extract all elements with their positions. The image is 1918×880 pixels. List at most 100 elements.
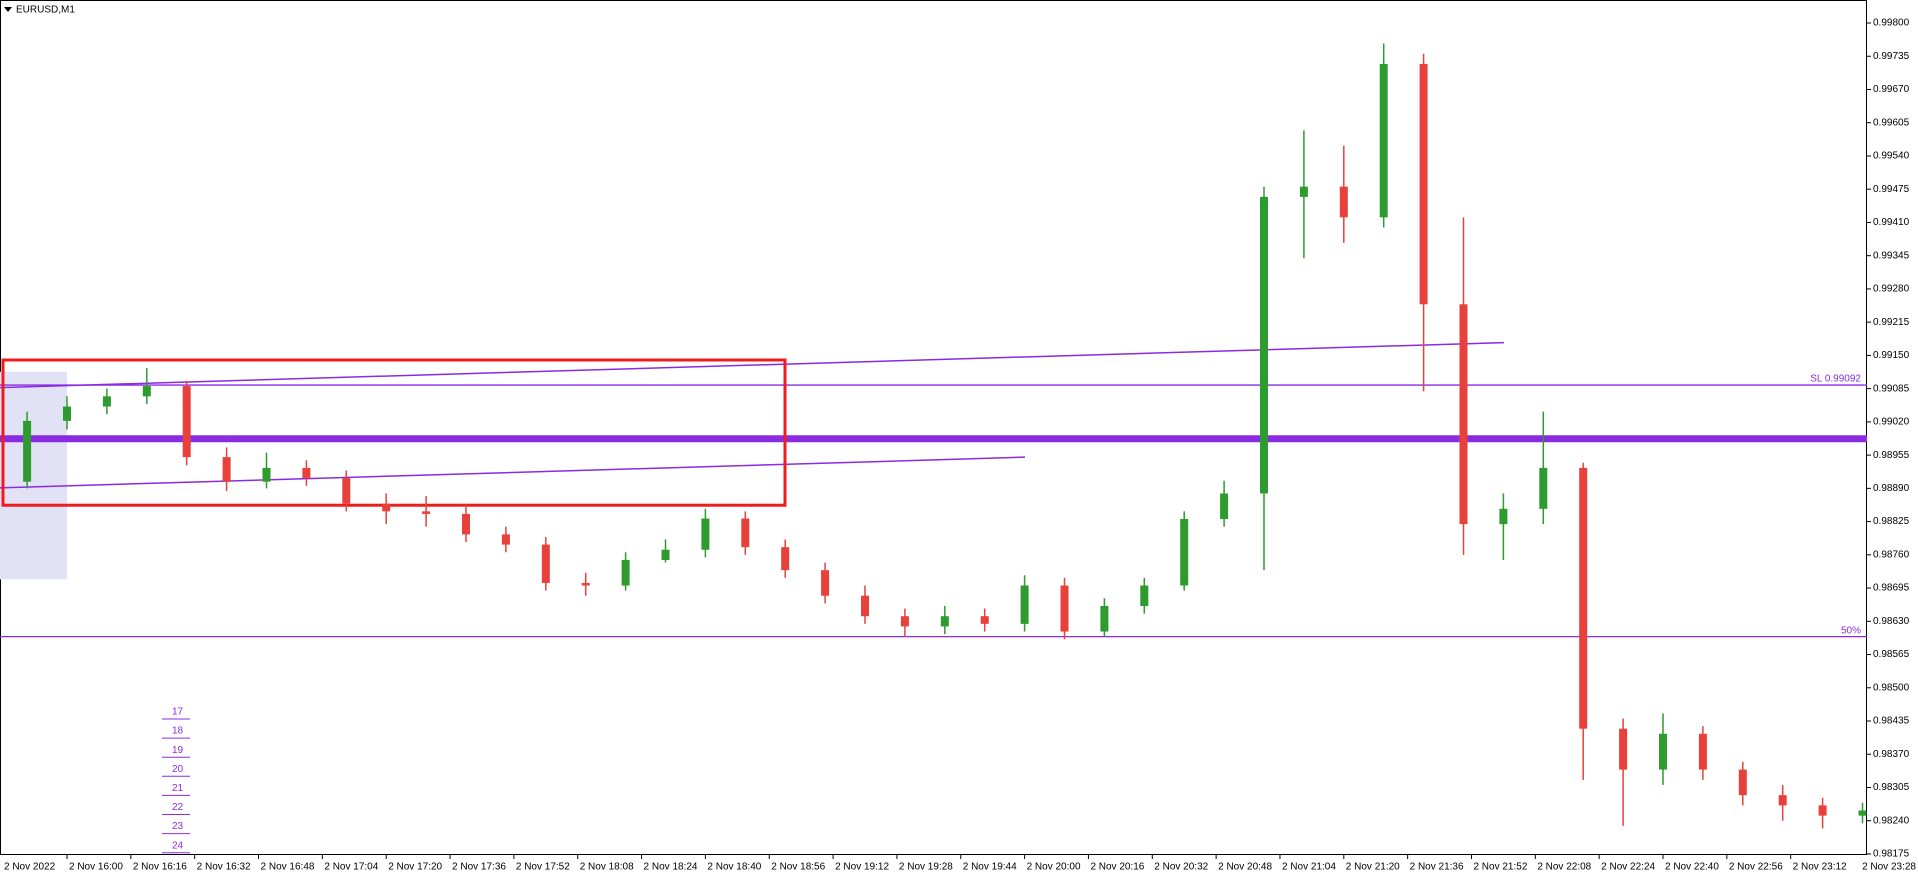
y-tick-label: 0.99735	[1873, 51, 1910, 62]
x-tick-label: 2 Nov 22:08	[1537, 862, 1591, 873]
candle-body	[422, 511, 431, 514]
zone	[0, 371, 67, 580]
y-tick-label: 0.99605	[1873, 117, 1910, 128]
y-tick-label: 0.99670	[1873, 84, 1910, 95]
candle-body	[1659, 733, 1667, 770]
candle-body	[861, 595, 869, 617]
x-tick-label: 2 Nov 22:40	[1665, 862, 1719, 873]
candle-body	[1539, 467, 1548, 509]
x-tick-label: 2 Nov 23:12	[1793, 862, 1847, 873]
x-tick-label: 2 Nov 16:32	[197, 862, 251, 873]
trend-line	[0, 341, 1505, 389]
x-tick-label: 2 Nov 16:16	[133, 862, 187, 873]
y-tick-label: 0.98435	[1873, 716, 1910, 727]
candle-body	[701, 518, 710, 550]
x-tick-label: 2 Nov 18:56	[771, 862, 825, 873]
candle-body	[1818, 805, 1827, 816]
candle-body	[900, 616, 909, 627]
x-tick-label: 2 Nov 20:16	[1090, 862, 1144, 873]
y-tick-label: 0.99215	[1873, 317, 1910, 328]
x-tick-label: 2 Nov 21:36	[1410, 862, 1464, 873]
candle-body	[1419, 63, 1428, 305]
candle-body	[1339, 186, 1348, 218]
y-tick-label: 0.98630	[1873, 616, 1910, 627]
candle-body	[1778, 795, 1787, 806]
x-tick-label: 2 Nov 17:52	[516, 862, 570, 873]
y-tick-label: 0.98370	[1873, 749, 1910, 760]
range-box	[1, 358, 787, 507]
candle-body	[142, 386, 151, 397]
candle-body	[501, 534, 510, 545]
candle-body	[1140, 585, 1149, 606]
y-tick-label: 0.99280	[1873, 284, 1910, 295]
menu-triangle[interactable]	[4, 7, 12, 12]
y-tick-label: 0.98890	[1873, 483, 1910, 494]
annotation-label: 22	[172, 802, 184, 813]
y-tick-label: 0.99020	[1873, 417, 1910, 428]
candle-body	[63, 406, 71, 421]
y-tick-label: 0.99150	[1873, 350, 1910, 361]
candle-body	[621, 559, 630, 586]
x-tick-label: 2 Nov 2022	[4, 862, 56, 873]
annotation-label: 19	[172, 745, 184, 756]
plot-frame	[0, 0, 1867, 855]
x-tick-label: 2 Nov 18:08	[580, 862, 634, 873]
candle-body	[1459, 304, 1468, 525]
annotation-label: 17	[172, 707, 184, 718]
level-label: 50%	[1841, 625, 1861, 636]
x-tick-label: 2 Nov 22:56	[1729, 862, 1783, 873]
x-tick-label: 2 Nov 21:04	[1282, 862, 1336, 873]
candle-body	[462, 513, 470, 535]
candle-body	[382, 503, 391, 512]
x-tick-label: 2 Nov 17:20	[388, 862, 442, 873]
y-tick-label: 0.98240	[1873, 815, 1910, 826]
x-tick-label: 2 Nov 16:48	[261, 862, 315, 873]
candle-body	[222, 457, 231, 482]
candle-body	[1698, 733, 1707, 770]
y-tick-label: 0.98500	[1873, 682, 1910, 693]
x-tick-label: 2 Nov 19:12	[835, 862, 889, 873]
x-tick-label: 2 Nov 19:28	[899, 862, 953, 873]
x-tick-label: 2 Nov 20:32	[1154, 862, 1208, 873]
candle-body	[1738, 769, 1747, 796]
y-tick-label: 0.99410	[1873, 217, 1910, 228]
candle-body	[1299, 186, 1308, 197]
x-tick-label: 2 Nov 18:40	[707, 862, 761, 873]
candle-body	[781, 547, 790, 571]
y-tick-label: 0.98955	[1873, 450, 1910, 461]
y-tick-label: 0.98695	[1873, 583, 1910, 594]
candle-body	[342, 478, 351, 504]
y-tick-label: 0.99345	[1873, 250, 1910, 261]
x-tick-label: 2 Nov 18:24	[644, 862, 698, 873]
candle-body	[262, 467, 271, 482]
y-tick-label: 0.99475	[1873, 184, 1910, 195]
chart-title: EURUSD,M1	[16, 5, 75, 16]
candle-body	[1579, 467, 1588, 729]
candle-body	[302, 467, 311, 479]
y-tick-label: 0.99540	[1873, 151, 1910, 162]
candle-body	[1060, 585, 1069, 632]
x-tick-label: 2 Nov 21:52	[1473, 862, 1527, 873]
candle-body	[182, 386, 191, 458]
candle-body	[1499, 508, 1508, 525]
x-tick-label: 2 Nov 16:00	[69, 862, 123, 873]
candle-body	[1619, 728, 1628, 770]
candle-body	[581, 582, 590, 586]
x-tick-label: 2 Nov 17:04	[324, 862, 378, 873]
x-tick-label: 2 Nov 23:28	[1862, 862, 1916, 873]
annotation-label: 20	[172, 764, 184, 775]
x-tick-label: 2 Nov 17:36	[452, 862, 506, 873]
candle-body	[821, 570, 830, 596]
plot-area: SL 0.99092 50% 17 18 19 20 21 22 23 24	[0, 43, 1867, 854]
candle-body	[661, 549, 670, 560]
y-tick-label: 0.98305	[1873, 782, 1910, 793]
candle-body	[1220, 493, 1229, 520]
trend-line	[0, 456, 1026, 489]
x-tick-label: 2 Nov 22:24	[1601, 862, 1655, 873]
candle-body	[23, 420, 32, 482]
candle-body	[1858, 810, 1867, 816]
y-tick-label: 0.98825	[1873, 516, 1910, 527]
y-tick-label: 0.98565	[1873, 649, 1910, 660]
candle-body	[1379, 63, 1388, 218]
